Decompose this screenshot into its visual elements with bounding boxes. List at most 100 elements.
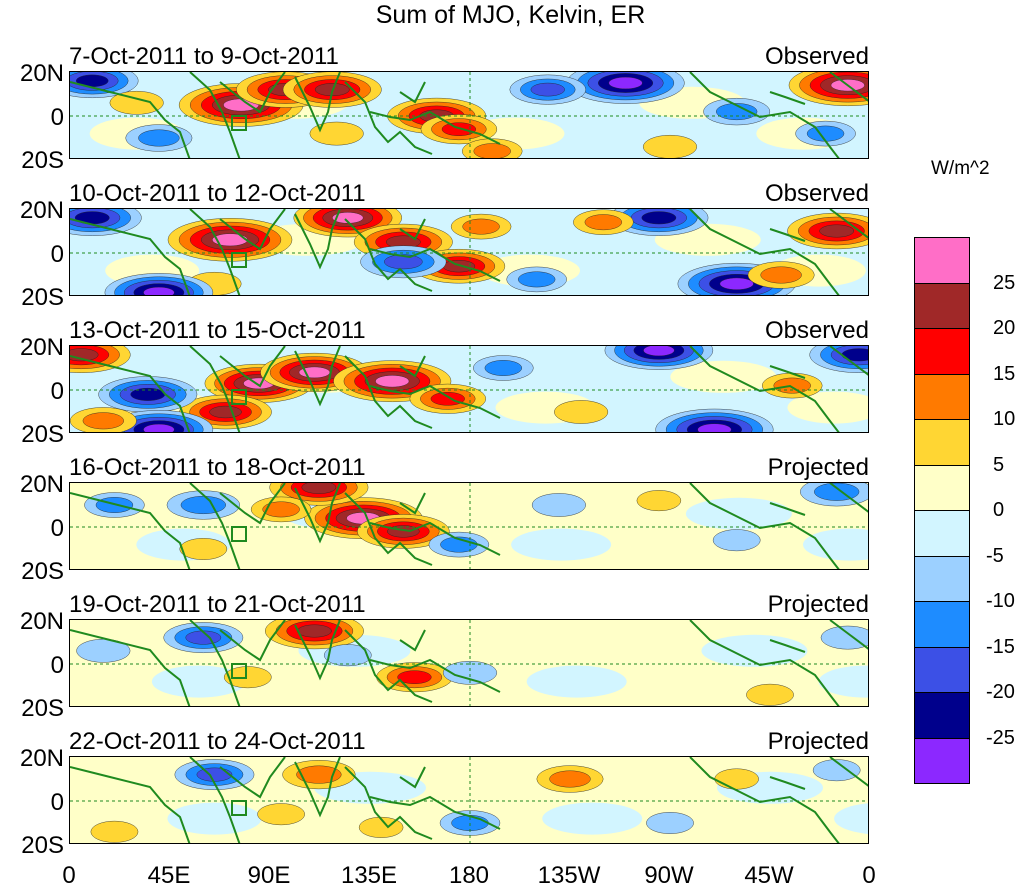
- weak-anomaly: [685, 497, 792, 530]
- coastline: [369, 247, 501, 282]
- panel-date-label: 7-Oct-2011 to 9-Oct-2011: [69, 43, 339, 70]
- region-box: [231, 389, 247, 405]
- colorbar-units: W/m^2: [931, 158, 990, 179]
- weak-anomaly: [542, 802, 643, 835]
- panel-status-label: Observed: [764, 43, 869, 70]
- coastline: [344, 81, 433, 155]
- map-panel: 7-Oct-2011 to 9-Oct-2011 Observed: [69, 43, 869, 159]
- x-tick-label: 90W: [644, 862, 694, 889]
- positive-anomaly: [293, 209, 402, 238]
- weak-anomaly: [151, 665, 246, 698]
- coastline: [219, 209, 286, 251]
- chart-title: Sum of MJO, Kelvin, ER: [375, 1, 646, 29]
- negative-anomaly: [125, 124, 193, 152]
- coastline: [689, 346, 840, 432]
- colorbar-swatch: [914, 737, 970, 784]
- positive-anomaly: [714, 768, 759, 790]
- map-panel: 16-Oct-2011 to 18-Oct-2011 Projected: [69, 454, 869, 570]
- region-box: [231, 115, 247, 131]
- coastline: [769, 365, 806, 379]
- coastline: [369, 658, 501, 693]
- coastline: [689, 620, 840, 706]
- coastline: [369, 110, 501, 145]
- weak-anomaly: [818, 665, 868, 698]
- weak-anomaly: [803, 528, 868, 561]
- y-tick-label: 0: [50, 241, 64, 268]
- coastline: [399, 81, 426, 104]
- positive-anomaly: [536, 765, 604, 793]
- coastline: [294, 72, 341, 133]
- negative-anomaly: [509, 74, 586, 105]
- negative-anomaly: [820, 625, 868, 650]
- panel-date-label: 10-Oct-2011 to 12-Oct-2011: [69, 180, 366, 207]
- colorbar-label: 0: [993, 499, 1005, 521]
- negative-anomaly: [360, 245, 447, 279]
- panel-date-label: 16-Oct-2011 to 18-Oct-2011: [69, 454, 366, 481]
- panel-date-label: 13-Oct-2011 to 15-Oct-2011: [69, 317, 366, 344]
- y-tick-label: 20N: [19, 60, 64, 87]
- coastline: [189, 620, 241, 706]
- positive-anomaly: [309, 121, 364, 146]
- colorbar-swatch: [914, 373, 970, 420]
- coastline: [769, 228, 806, 242]
- positive-anomaly: [746, 683, 794, 706]
- coastline: [769, 776, 806, 790]
- negative-anomaly: [703, 97, 771, 126]
- positive-anomaly: [762, 372, 823, 399]
- coastline: [344, 629, 433, 703]
- coastline: [369, 384, 501, 419]
- negative-anomaly: [443, 660, 498, 685]
- positive-anomaly: [260, 352, 369, 392]
- anomaly-field: [70, 209, 868, 295]
- weak-anomaly: [834, 803, 868, 834]
- map-panel: 22-Oct-2011 to 24-Oct-2011 Projected: [69, 728, 869, 844]
- coastline: [189, 72, 241, 158]
- coastline: [70, 766, 191, 843]
- weak-anomaly: [526, 665, 627, 698]
- coastline: [70, 492, 191, 569]
- coastline: [294, 620, 341, 681]
- y-tick-label: 0: [50, 789, 64, 816]
- positive-anomaly: [223, 666, 272, 689]
- coastline: [689, 209, 840, 295]
- y-tick-label: 20S: [21, 147, 64, 174]
- positive-anomaly: [554, 400, 609, 424]
- coastline: [829, 346, 868, 376]
- positive-anomaly: [643, 135, 697, 158]
- coastline: [219, 757, 286, 799]
- coastline: [344, 766, 433, 840]
- panel-date-label: 22-Oct-2011 to 24-Oct-2011: [69, 728, 366, 755]
- anomaly-field: [70, 620, 868, 706]
- coastline: [399, 766, 426, 789]
- positive-anomaly: [747, 261, 815, 289]
- colorbar-swatch: [914, 282, 970, 329]
- negative-anomaly: [70, 209, 142, 236]
- coastline: [344, 218, 433, 292]
- coastline: [344, 492, 433, 566]
- colorbar-label: 20: [993, 317, 1016, 339]
- panel-date-label: 19-Oct-2011 to 21-Oct-2011: [69, 591, 366, 618]
- y-tick-label: 20N: [19, 334, 64, 361]
- negative-anomaly: [104, 410, 214, 432]
- negative-anomaly: [506, 266, 567, 293]
- coastline: [689, 483, 840, 569]
- negative-anomaly: [646, 812, 694, 834]
- y-tick-label: 20N: [19, 745, 64, 772]
- colorbar-swatch: [914, 555, 970, 602]
- colorbar-label: 5: [993, 453, 1005, 476]
- coastline: [189, 209, 241, 295]
- coastline: [70, 81, 191, 158]
- colorbar-swatch: [914, 601, 970, 648]
- positive-anomaly: [357, 514, 450, 549]
- y-tick-label: 20S: [21, 832, 64, 859]
- negative-anomaly: [795, 120, 856, 147]
- coastline: [189, 346, 241, 432]
- coastline: [829, 483, 868, 513]
- coastline: [399, 629, 426, 652]
- positive-anomaly: [450, 213, 512, 240]
- colorbar-label: 15: [993, 362, 1016, 385]
- colorbar-swatch: [914, 419, 970, 466]
- panel-status-label: Projected: [767, 591, 869, 618]
- y-tick-label: 20S: [21, 695, 64, 722]
- positive-anomaly: [179, 538, 228, 560]
